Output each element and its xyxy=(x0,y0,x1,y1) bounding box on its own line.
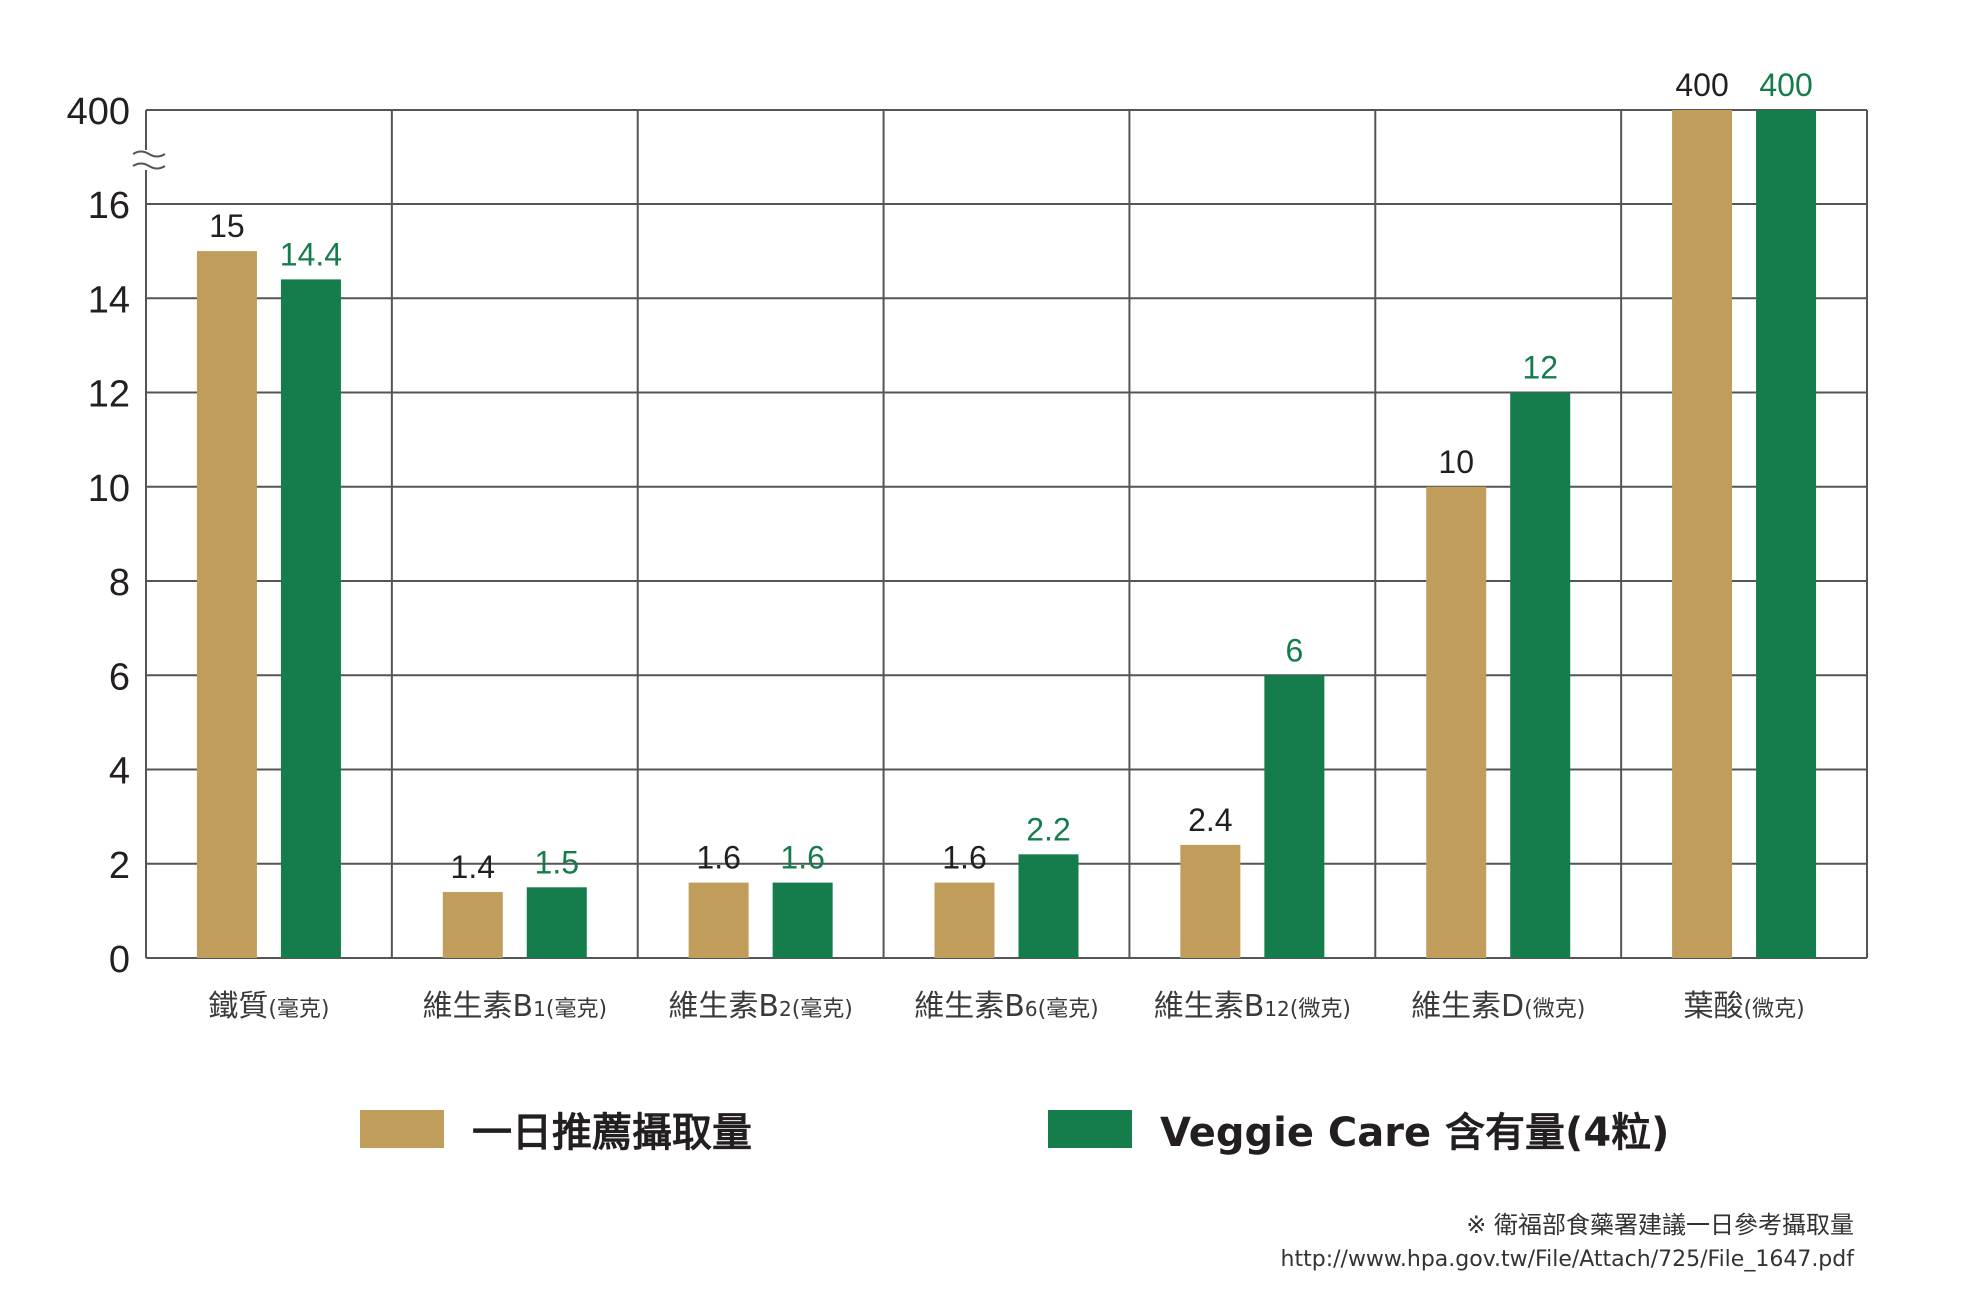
data-label-veggie: 1.6 xyxy=(780,840,824,876)
bar-veggie xyxy=(1264,675,1325,958)
y-tick-label: 0 xyxy=(109,939,130,981)
data-label-veggie: 2.2 xyxy=(1026,811,1070,847)
data-label-recommended: 1.4 xyxy=(451,849,495,885)
bar-veggie xyxy=(1018,854,1079,958)
bar-recommended xyxy=(688,882,749,958)
data-label-veggie: 14.4 xyxy=(280,236,342,272)
legend-item-veggie: Veggie Care 含有量(4粒) xyxy=(1048,1100,1669,1158)
x-category-label: 維生素B12(微克) xyxy=(1154,989,1351,1024)
data-label-recommended: 1.6 xyxy=(942,840,986,876)
data-label-recommended: 10 xyxy=(1438,444,1474,480)
bar-veggie xyxy=(526,887,587,958)
data-label-recommended: 15 xyxy=(209,208,245,244)
data-label-veggie: 1.5 xyxy=(535,844,579,880)
y-tick-label: 8 xyxy=(109,562,130,604)
bar-recommended xyxy=(934,882,995,958)
footnote-url: http://www.hpa.gov.tw/File/Attach/725/Fi… xyxy=(1280,1247,1854,1272)
axis-break-mark xyxy=(132,150,166,170)
y-tick-label: 400 xyxy=(67,91,130,133)
bar-veggie xyxy=(1756,110,1817,958)
data-label-recommended: 400 xyxy=(1675,67,1728,103)
data-label-veggie: 400 xyxy=(1759,67,1812,103)
legend-swatch-recommended xyxy=(360,1110,444,1148)
x-category-label: 維生素B1(毫克) xyxy=(423,989,608,1024)
data-label-veggie: 6 xyxy=(1285,632,1303,668)
bar-recommended xyxy=(1180,844,1241,958)
axis-break-gap xyxy=(130,150,162,170)
x-category-label: 維生素D(微克) xyxy=(1411,989,1585,1024)
x-category-label: 維生素B2(毫克) xyxy=(668,989,853,1024)
legend-label-recommended: 一日推薦攝取量 xyxy=(472,1110,752,1156)
data-label-recommended: 2.4 xyxy=(1188,802,1232,838)
legend-swatch-veggie xyxy=(1048,1110,1132,1148)
bar-recommended xyxy=(1426,486,1487,958)
y-tick-label: 4 xyxy=(109,751,130,793)
data-label-veggie: 12 xyxy=(1522,350,1558,386)
y-tick-label: 2 xyxy=(109,845,130,887)
y-tick-label: 14 xyxy=(88,279,130,321)
x-category-label: 葉酸(微克) xyxy=(1683,989,1804,1024)
y-tick-label: 12 xyxy=(88,374,130,416)
bar-recommended xyxy=(1672,110,1733,958)
bar-chart: 0 2 4 6 8 10 12 14 16 400 15 14.4 鐵質(毫克) 1.4 1.5 維生素B1(… xyxy=(67,67,1868,1024)
legend-item-recommended: 一日推薦攝取量 xyxy=(360,1100,752,1158)
y-tick-label: 10 xyxy=(88,468,130,510)
legend-label-veggie: Veggie Care 含有量(4粒) xyxy=(1160,1110,1670,1156)
x-category-label: 維生素B6(毫克) xyxy=(914,989,1099,1024)
x-category-label: 鐵質(毫克) xyxy=(208,989,329,1024)
y-tick-label: 6 xyxy=(109,656,130,698)
bar-recommended xyxy=(196,251,257,958)
y-tick-label: 16 xyxy=(88,185,130,227)
bar-veggie xyxy=(772,882,833,958)
bar-recommended xyxy=(442,892,503,958)
bar-veggie xyxy=(1510,392,1571,958)
data-label-recommended: 1.6 xyxy=(696,840,740,876)
footnote-source: ※ 衛福部食藥署建議一日參考攝取量 xyxy=(1466,1211,1854,1239)
bar-veggie xyxy=(280,279,341,958)
